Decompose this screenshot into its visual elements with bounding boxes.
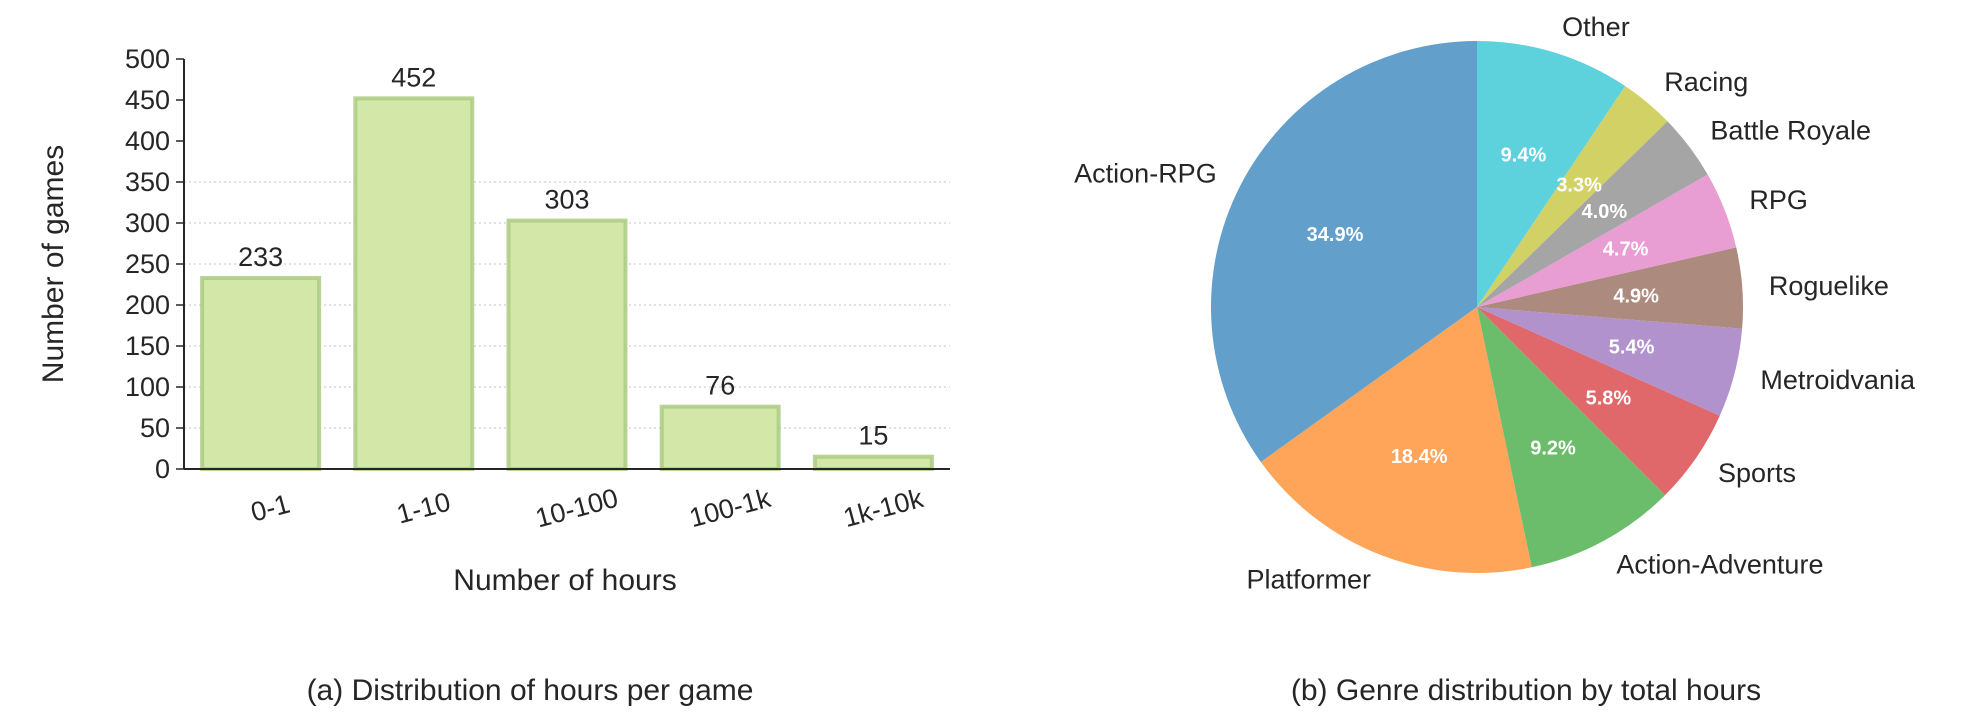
pie-slice-label: Action-RPG [1074,158,1217,188]
y-tick-label: 300 [125,208,170,238]
y-tick-label: 350 [125,167,170,197]
pie-slice-label: Battle Royale [1710,116,1871,146]
pie-slice-label: Roguelike [1769,271,1889,301]
bar [353,96,475,472]
pie-slice [1477,86,1668,307]
y-tick-label: 400 [125,126,170,156]
pie-slice [1477,307,1743,416]
pie-percent-label: 34.9% [1307,224,1364,246]
pie-slice-label: Platformer [1246,565,1371,595]
pie-percent-label: 5.8% [1586,388,1632,410]
pie-slice [1477,247,1743,329]
pie-slice [1477,121,1708,308]
pie-percent-label: 4.0% [1582,201,1628,223]
pie-percent-label: 9.4% [1501,144,1547,166]
pie-chart: Action-RPG 34.9% Platformer 18.4% Action-Adv… [1074,12,1916,707]
caption-b: (b) Genre distribution by total hours [1291,674,1761,707]
pie-slice-label: RPG [1749,185,1808,215]
x-tick-label: 10-100 [532,483,621,534]
caption-a: (a) Distribution of hours per game [307,674,754,707]
bar [506,218,628,471]
pie-slice [1477,307,1666,568]
bar-value-label: 76 [705,371,735,401]
x-tick-label: 0-1 [248,488,293,527]
y-tick-label: 50 [140,413,170,443]
pie-slice-label: Sports [1718,458,1796,488]
bars: 233 452 303 76 15 [200,62,934,472]
pie-percent-label: 4.9% [1613,285,1659,307]
y-tick-label: 250 [125,249,170,279]
y-tick-label: 150 [125,331,170,361]
pie-slice-label: Action-Adventure [1616,549,1823,579]
y-tick-label: 200 [125,290,170,320]
pie-percent-label: 18.4% [1391,446,1448,468]
y-tick-label: 450 [125,85,170,115]
x-tick-label: 1-10 [394,487,454,530]
bar-value-label: 15 [858,421,888,451]
y-tick-label: 0 [155,454,170,484]
pie-slice [1477,307,1720,496]
bar [200,275,322,471]
pie-slice-label: Other [1562,12,1630,42]
pie-percent-label: 9.2% [1530,437,1576,459]
bar-value-label: 233 [238,242,283,272]
pie-slice [1477,174,1737,307]
pie-slice [1260,307,1532,573]
pie-percent-label: 4.7% [1603,239,1649,261]
pie-percent-label: 3.3% [1556,174,1602,196]
bar-value-label: 452 [391,62,436,92]
x-axis-label: Number of hours [453,564,676,597]
y-tick-label: 100 [125,372,170,402]
pie-slice [1477,41,1626,307]
x-tick-label: 100-1k [686,483,774,533]
bar [659,404,781,471]
pie-labels: Action-RPG 34.9% Platformer 18.4% Action-Adv… [1074,12,1916,595]
y-tick-label: 500 [125,44,170,74]
pie-slice-label: Racing [1664,67,1748,97]
y-axis-label: Number of games [37,145,70,383]
bar-chart: 233 452 303 76 15 0 50 100 150 200 250 300 350 400 45… [37,44,950,707]
x-tick-label: 1k-10k [840,483,927,533]
pie-slice [1211,41,1477,462]
pie-slices [1211,41,1743,573]
pie-slice-label: Metroidvania [1760,365,1916,395]
bar-value-label: 303 [544,185,589,215]
bar [812,454,934,472]
pie-percent-label: 5.4% [1609,337,1655,359]
